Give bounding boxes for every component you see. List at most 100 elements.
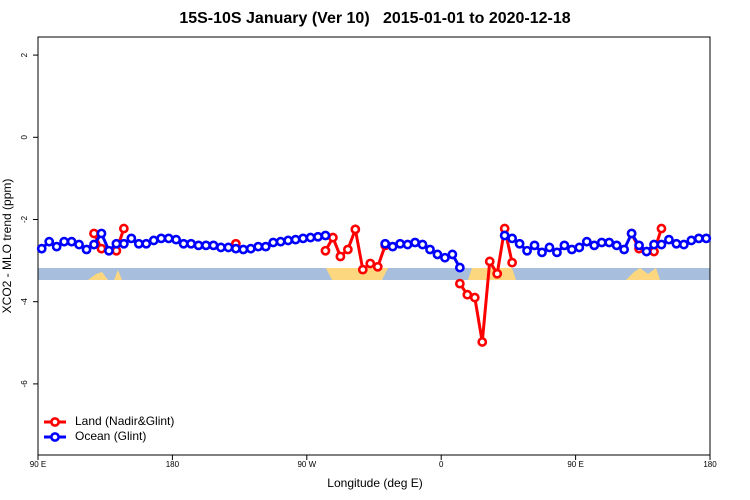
data-point — [686, 235, 697, 246]
data-point — [678, 239, 689, 250]
y-tick-label: -6 — [20, 380, 29, 388]
y-tick-label: -4 — [20, 298, 29, 306]
plot-layer: 2 0 -2 -4 -6 90 E 180 90 W 0 90 E 180 Land (Nadir&G… — [20, 52, 717, 469]
data-point — [611, 240, 622, 251]
data-point — [81, 244, 92, 255]
data-point — [320, 230, 331, 241]
data-point — [447, 249, 458, 260]
data-point — [693, 233, 704, 244]
data-point — [454, 278, 465, 289]
data-point — [649, 239, 659, 250]
data-point — [432, 249, 443, 260]
x-tick-label: 180 — [166, 460, 180, 469]
data-point — [305, 232, 316, 243]
data-point — [313, 231, 323, 242]
data-point — [574, 242, 585, 253]
data-point — [290, 234, 301, 245]
data-point — [141, 238, 152, 249]
legend-marker — [50, 432, 60, 442]
data-point — [522, 245, 532, 256]
data-point — [216, 242, 226, 253]
data-point — [59, 236, 70, 247]
y-tick-label: 2 — [20, 52, 29, 57]
data-point — [111, 238, 122, 249]
data-point — [634, 240, 644, 251]
data-point — [402, 239, 413, 250]
data-point — [671, 238, 682, 249]
data-point — [469, 292, 480, 303]
data-point — [440, 252, 450, 263]
data-point — [253, 241, 264, 252]
y-tick-label: -2 — [20, 215, 29, 223]
data-point — [454, 262, 465, 273]
data-point — [74, 239, 84, 250]
data-point — [410, 237, 420, 248]
data-point — [171, 234, 182, 245]
data-point — [66, 236, 77, 247]
data-point — [365, 258, 376, 269]
x-tick-label: 180 — [703, 460, 717, 469]
data-point — [656, 223, 667, 234]
data-point — [298, 233, 308, 244]
data-point — [462, 289, 473, 300]
legend-label: Ocean (Glint) — [75, 429, 146, 443]
data-point — [268, 237, 279, 248]
data-point — [328, 232, 338, 243]
data-point — [372, 261, 383, 272]
data-point — [96, 228, 107, 239]
data-point — [387, 241, 398, 252]
data-point — [96, 243, 107, 254]
data-point — [664, 234, 674, 245]
data-point — [641, 246, 652, 257]
land-area — [88, 270, 122, 280]
data-point — [44, 236, 55, 247]
data-point — [581, 236, 592, 247]
data-point — [552, 247, 562, 258]
data-point — [492, 268, 503, 279]
chart-title: 15S-10S January (Ver 10) 2015-01-01 to 2… — [179, 10, 570, 27]
data-point — [208, 240, 219, 251]
data-point — [148, 235, 159, 246]
data-point — [156, 233, 167, 244]
data-point — [589, 240, 600, 251]
data-point — [544, 242, 555, 253]
x-tick-label: 0 — [439, 460, 444, 469]
data-point — [357, 264, 368, 275]
data-point — [425, 244, 435, 255]
data-point — [507, 257, 518, 268]
x-tick-label: 90 E — [30, 460, 46, 469]
data-point — [118, 238, 129, 249]
data-point — [193, 240, 204, 251]
data-point — [380, 238, 391, 249]
land-area — [326, 268, 388, 280]
data-point — [477, 337, 488, 347]
data-point — [238, 244, 249, 255]
x-tick-label: 90 E — [567, 460, 583, 469]
x-axis-label: Longitude (deg E) — [327, 476, 422, 490]
data-point — [626, 228, 637, 239]
data-point — [507, 233, 518, 244]
data-point — [104, 245, 114, 256]
data-point — [275, 236, 286, 247]
legend-marker — [50, 417, 60, 427]
data-point — [619, 244, 630, 255]
data-point — [566, 244, 577, 255]
data-point — [89, 228, 99, 239]
data-point — [350, 224, 361, 235]
land-area — [626, 268, 660, 280]
y-tick-label: 0 — [20, 135, 29, 140]
data-point — [484, 256, 495, 267]
data-point — [36, 243, 47, 254]
data-point — [163, 233, 174, 244]
data-point — [223, 242, 234, 253]
data-point — [245, 243, 256, 254]
data-point — [320, 245, 331, 256]
data-point — [499, 230, 510, 241]
data-point — [529, 240, 540, 251]
data-point — [596, 237, 607, 248]
data-point — [260, 241, 271, 252]
x-tick-label: 90 W — [297, 460, 316, 469]
data-point — [656, 239, 667, 250]
data-point — [395, 238, 406, 249]
